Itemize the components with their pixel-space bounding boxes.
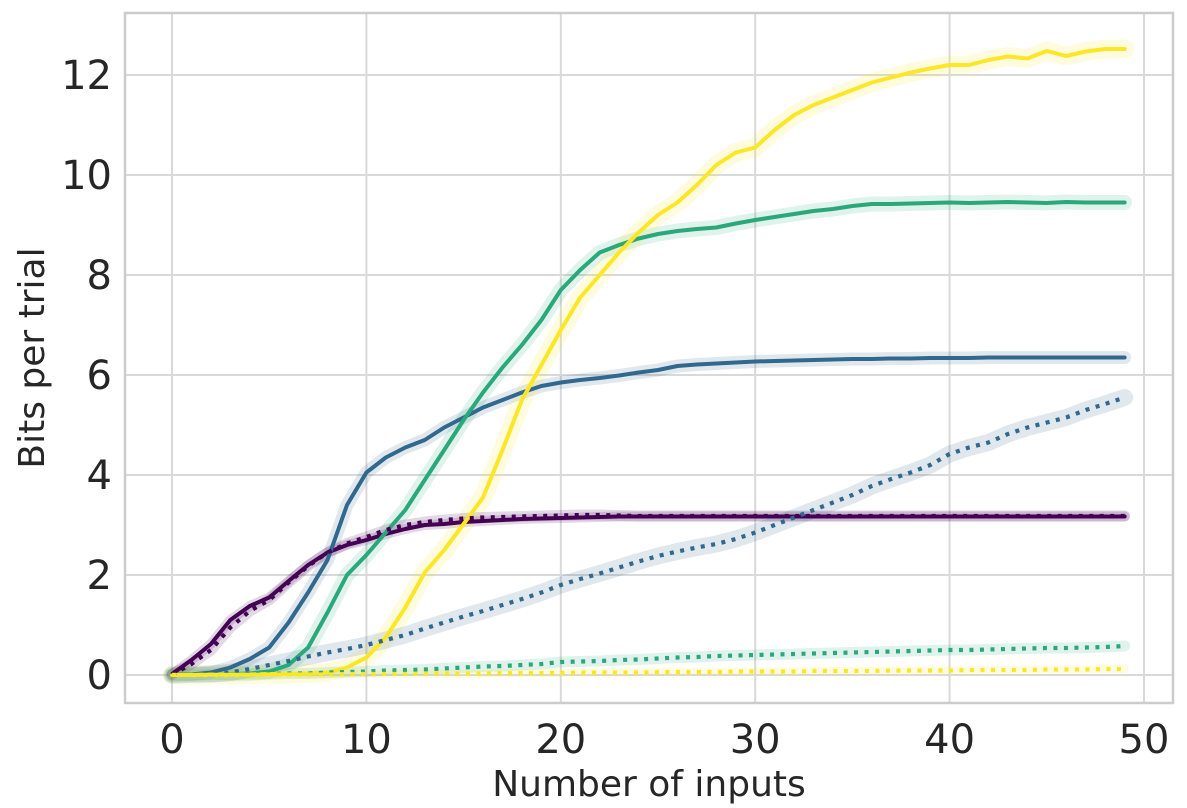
series-line-green-solid — [170, 200, 1127, 677]
y-tick-labels: 0 2 4 6 8 10 12 — [61, 53, 112, 699]
y-tick-label: 2 — [87, 553, 112, 599]
plot-border — [123, 11, 1175, 705]
x-tick-label: 0 — [159, 717, 184, 763]
y-tick-label: 12 — [61, 53, 112, 99]
y-tick-label: 0 — [87, 653, 112, 699]
x-axis-label: Number of inputs — [492, 764, 806, 805]
y-tick-label: 10 — [61, 153, 112, 199]
series-line-purple-dotted — [171, 512, 1125, 677]
x-tick-label: 50 — [1119, 717, 1170, 763]
x-tick-label: 40 — [924, 717, 975, 763]
y-tick-label: 4 — [87, 453, 112, 499]
series-line-blue-dotted — [171, 395, 1126, 678]
series-lines — [170, 47, 1127, 678]
y-axis-label: Bits per trial — [12, 247, 53, 468]
x-tick-label: 30 — [730, 717, 781, 763]
y-tick-label: 8 — [87, 253, 112, 299]
y-tick-label: 6 — [87, 353, 112, 399]
series-line-yellow-dotted — [172, 666, 1125, 678]
x-tick-label: 20 — [535, 717, 586, 763]
x-tick-labels: 0 10 20 30 40 50 — [159, 717, 1169, 763]
x-tick-label: 10 — [341, 717, 392, 763]
